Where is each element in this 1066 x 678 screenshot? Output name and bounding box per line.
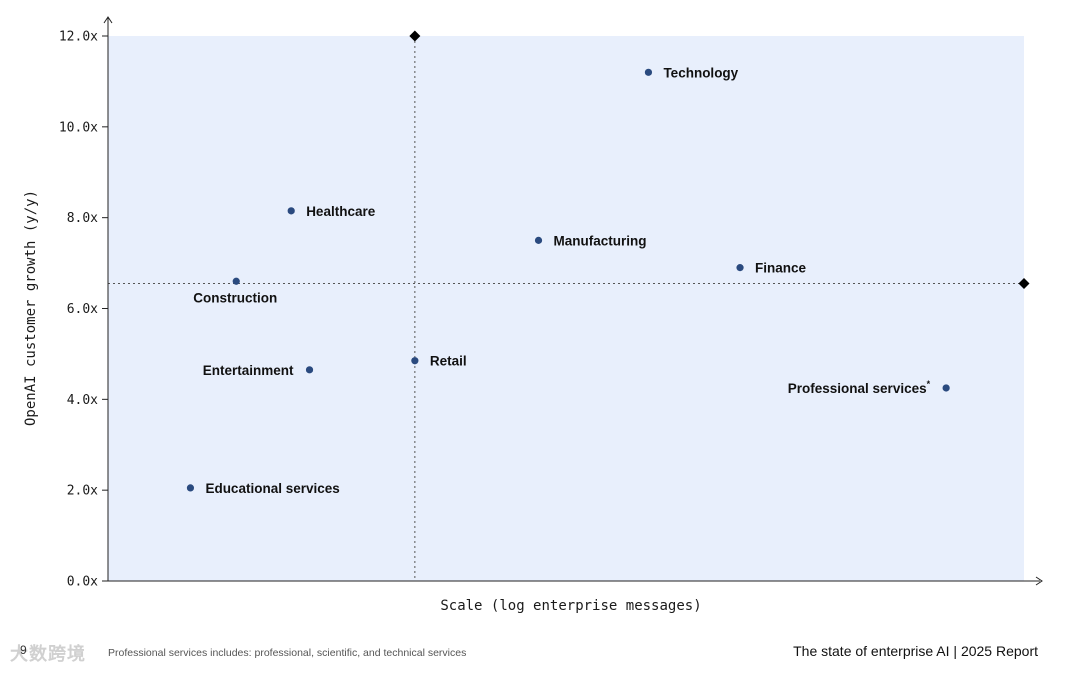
point-label: Healthcare [306, 204, 376, 219]
y-tick-label: 6.0x [67, 302, 98, 317]
data-points [186, 68, 950, 492]
y-tick-label: 4.0x [67, 393, 98, 408]
data-point [186, 484, 195, 492]
page-number: 9 [20, 643, 27, 657]
footnote: Professional services includes: professi… [108, 647, 467, 659]
y-tick-label: 12.0x [59, 30, 98, 45]
axes [103, 16, 1043, 586]
point-label: Educational services [205, 481, 339, 496]
vertical-reference-marker [409, 30, 421, 42]
y-tick-label: 8.0x [67, 211, 98, 226]
data-point [287, 207, 295, 215]
watermark-logo: 大数跨境 [10, 644, 86, 665]
y-tick-label: 10.0x [59, 120, 98, 135]
report-title: The state of enterprise AI | 2025 Report [793, 643, 1038, 659]
data-point [644, 68, 653, 76]
point-label: Manufacturing [554, 233, 647, 248]
data-point [534, 236, 543, 244]
data-point [411, 357, 419, 365]
y-axis-ticks: 0.0x 2.0x 4.0x 6.0x 8.0x 10.0x 12.0x [59, 30, 108, 590]
reference-lines [108, 30, 1030, 581]
point-label: Construction [193, 290, 277, 305]
data-point [232, 277, 240, 285]
y-tick-label: 2.0x [67, 484, 98, 499]
data-point [305, 366, 314, 374]
plot-background [108, 36, 1024, 581]
point-labels: Technology Healthcare Manufacturing Finance… [193, 65, 930, 496]
data-point [942, 384, 950, 392]
x-axis-title: Scale (log enterprise messages) [440, 598, 701, 614]
data-point [736, 264, 744, 272]
point-label: Entertainment [203, 363, 294, 378]
point-label: Retail [430, 354, 467, 369]
horizontal-reference-marker [1018, 278, 1030, 290]
x-axis-arrow [1035, 576, 1043, 586]
point-label: Technology [663, 65, 738, 80]
y-axis-title: OpenAI customer growth (y/y) [23, 190, 39, 426]
y-axis-arrow [103, 16, 113, 24]
point-label: Finance [755, 261, 807, 276]
point-label: Professional services* [788, 379, 931, 396]
y-tick-label: 0.0x [67, 575, 98, 590]
